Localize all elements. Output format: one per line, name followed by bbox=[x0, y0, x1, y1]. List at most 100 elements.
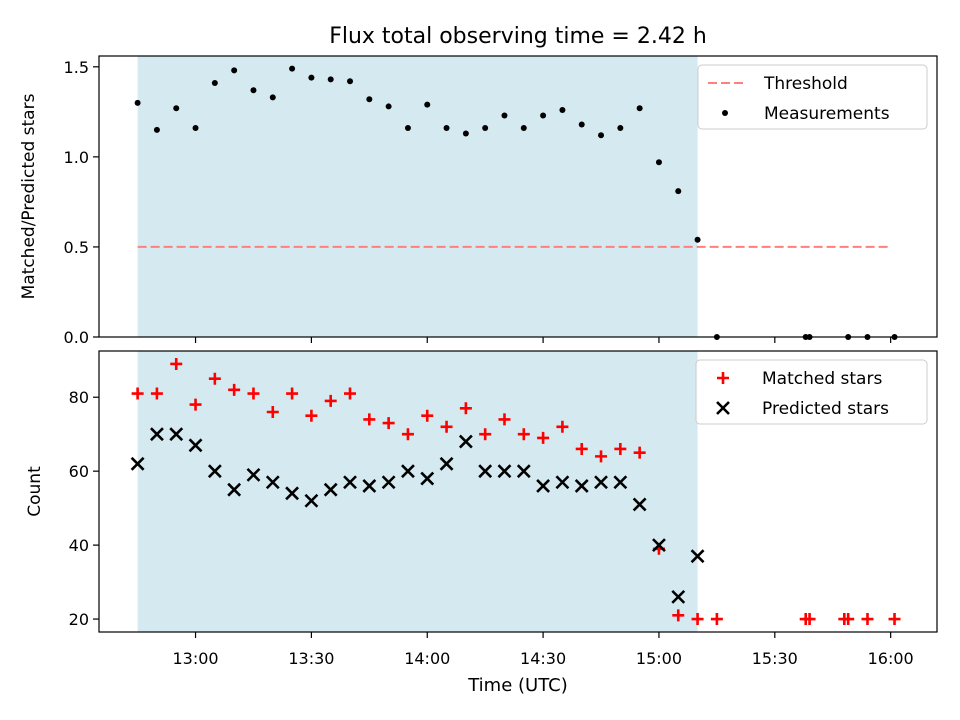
data-point bbox=[285, 486, 300, 501]
count-panel: 20 40 60 80 Count Matched stars Predicted star… bbox=[25, 350, 938, 638]
data-point bbox=[385, 103, 392, 110]
data-point bbox=[537, 431, 550, 444]
data-point bbox=[614, 442, 627, 455]
data-point bbox=[691, 613, 704, 626]
data-point bbox=[501, 112, 508, 119]
data-point bbox=[265, 475, 280, 490]
legend-label: Measurements bbox=[764, 104, 890, 124]
data-point bbox=[308, 74, 315, 81]
data-point bbox=[421, 409, 434, 422]
y-tick-label: 60 bbox=[69, 462, 89, 481]
observing-span-shade bbox=[137, 351, 698, 632]
x-tick-label: 13:30 bbox=[288, 649, 334, 668]
data-point bbox=[803, 613, 816, 626]
data-point bbox=[173, 105, 180, 112]
data-point bbox=[208, 372, 221, 385]
data-point bbox=[440, 420, 453, 433]
data-point bbox=[555, 475, 570, 490]
data-point bbox=[655, 159, 662, 166]
data-point bbox=[188, 438, 203, 453]
data-point bbox=[286, 387, 299, 400]
y-tick-label: 40 bbox=[69, 536, 89, 555]
data-point bbox=[289, 65, 296, 72]
x-tick-label: 13:00 bbox=[172, 649, 218, 668]
data-point bbox=[347, 78, 354, 85]
legend-frame bbox=[697, 64, 928, 130]
data-point bbox=[594, 475, 608, 490]
data-point bbox=[617, 125, 624, 132]
data-point bbox=[324, 394, 337, 407]
data-point bbox=[366, 96, 373, 103]
data-point bbox=[211, 80, 218, 87]
data-point bbox=[207, 464, 222, 479]
ratio-panel: 0.0 0.5 1.0 1.5 Matched/Predicted stars Thres… bbox=[19, 55, 938, 347]
plot-frame bbox=[98, 350, 938, 633]
legend-label: Threshold bbox=[763, 74, 848, 94]
data-point bbox=[462, 130, 469, 137]
data-point bbox=[189, 398, 202, 411]
legend-marker bbox=[717, 372, 729, 384]
data-point bbox=[516, 464, 531, 479]
data-point bbox=[381, 475, 396, 490]
data-point bbox=[150, 427, 164, 442]
data-point bbox=[540, 112, 547, 119]
data-point bbox=[323, 482, 338, 497]
y-axis-label: Matched/Predicted stars bbox=[19, 93, 39, 299]
data-point bbox=[404, 125, 411, 132]
series-matched-stars bbox=[131, 357, 901, 626]
data-point bbox=[675, 188, 682, 195]
data-point bbox=[861, 613, 874, 626]
y-tick-label: 20 bbox=[69, 610, 89, 629]
data-point bbox=[613, 475, 628, 490]
x-axis-label: Time (UTC) bbox=[467, 675, 568, 696]
legend: Matched stars Predicted stars bbox=[695, 359, 928, 425]
x-tick-label: 16:00 bbox=[868, 649, 914, 668]
legend: Threshold Measurements bbox=[697, 64, 928, 130]
data-point bbox=[420, 471, 435, 486]
legend-frame bbox=[695, 359, 928, 425]
data-point bbox=[150, 387, 163, 400]
figure-title: Flux total observing time = 2.42 h bbox=[329, 24, 707, 49]
legend-marker bbox=[716, 401, 730, 415]
data-point bbox=[690, 549, 705, 564]
data-point bbox=[227, 482, 242, 497]
y-tick-label: 1.5 bbox=[64, 58, 89, 77]
data-point bbox=[439, 456, 454, 471]
data-point bbox=[652, 538, 666, 553]
data-point bbox=[575, 442, 588, 455]
data-point bbox=[459, 402, 472, 415]
y-tick-label: 0.0 bbox=[64, 328, 89, 347]
data-point bbox=[153, 126, 160, 133]
data-point bbox=[228, 383, 241, 396]
data-point bbox=[304, 493, 319, 508]
x-axis-ticks: 13:00 13:30 14:00 14:30 15:00 15:30 16:00 bbox=[172, 649, 913, 668]
plot-frame bbox=[98, 55, 938, 338]
data-point bbox=[424, 101, 431, 108]
y-tick-label: 1.0 bbox=[64, 148, 89, 167]
data-point bbox=[633, 446, 646, 459]
data-point bbox=[363, 413, 376, 426]
data-point bbox=[694, 236, 701, 243]
legend-label: Matched stars bbox=[762, 369, 882, 389]
data-point bbox=[595, 450, 608, 463]
data-point bbox=[266, 406, 279, 419]
data-point bbox=[327, 76, 334, 83]
data-point bbox=[497, 464, 512, 479]
data-point bbox=[269, 94, 276, 101]
legend-marker bbox=[722, 110, 728, 116]
data-point bbox=[578, 121, 585, 128]
data-point bbox=[559, 107, 566, 114]
data-point bbox=[443, 125, 450, 132]
y-tick-label: 0.5 bbox=[64, 238, 89, 257]
data-point bbox=[131, 387, 144, 400]
data-point bbox=[536, 479, 551, 493]
data-point bbox=[305, 409, 318, 422]
data-point bbox=[842, 613, 855, 626]
data-point bbox=[672, 609, 685, 622]
data-point bbox=[170, 357, 183, 370]
data-point bbox=[401, 428, 414, 441]
data-point bbox=[636, 105, 643, 112]
data-point bbox=[247, 387, 260, 400]
data-point bbox=[401, 464, 415, 479]
data-point bbox=[246, 467, 261, 482]
